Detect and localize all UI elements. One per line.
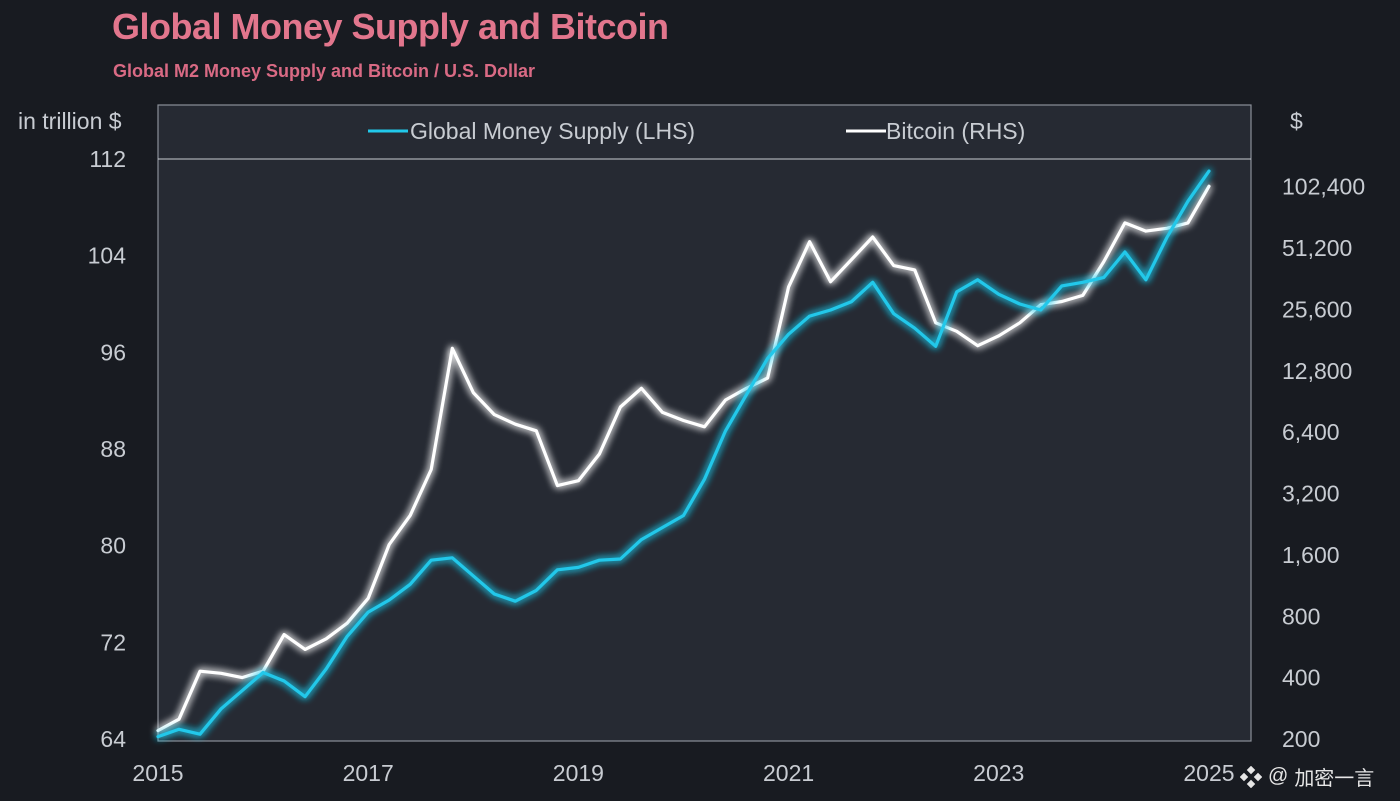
left-axis-label: in trillion $ — [18, 108, 122, 134]
series-layer — [156, 169, 1211, 739]
left-tick-label: 80 — [100, 533, 126, 559]
right-tick-label: 6,400 — [1282, 419, 1340, 445]
left-tick-label: 64 — [100, 726, 126, 752]
right-tick-label: 51,200 — [1282, 235, 1352, 261]
watermark: @ 加密一言 — [1240, 762, 1374, 791]
right-tick-label: 102,400 — [1282, 174, 1365, 200]
diamond-grid-logo-icon — [1240, 765, 1262, 788]
x-tick-label: 2023 — [973, 760, 1024, 786]
right-tick-label: 1,600 — [1282, 542, 1340, 568]
left-tick-label: 104 — [88, 243, 127, 269]
x-tick-label: 2017 — [343, 760, 394, 786]
legend: Global Money Supply (LHS) Bitcoin (RHS) — [368, 118, 1025, 144]
right-tick-label: 25,600 — [1282, 296, 1352, 322]
x-tick-label: 2025 — [1183, 760, 1234, 786]
right-axis-label: $ — [1290, 108, 1303, 134]
x-tick-label: 2019 — [553, 760, 604, 786]
right-axis-ticks: 200 400 800 1,600 3,200 6,400 12,800 25,600 51,2… — [1282, 174, 1365, 752]
watermark-text: 加密一言 — [1294, 768, 1375, 790]
legend-label-bitcoin: Bitcoin (RHS) — [886, 118, 1025, 144]
chart-subtitle: Global M2 Money Supply and Bitcoin / U.S… — [113, 61, 536, 81]
x-tick-label: 2021 — [763, 760, 814, 786]
chart-title: Global Money Supply and Bitcoin — [112, 6, 669, 47]
left-tick-label: 112 — [89, 146, 126, 172]
x-axis-ticks: 2015 2017 2019 2021 2023 2025 — [132, 760, 1234, 786]
x-tick-label: 2015 — [132, 760, 183, 786]
right-tick-label: 200 — [1282, 726, 1320, 752]
left-tick-label: 96 — [100, 339, 126, 365]
left-tick-label: 88 — [100, 436, 126, 462]
legend-label-money-supply: Global Money Supply (LHS) — [410, 118, 695, 144]
right-tick-label: 12,800 — [1282, 358, 1352, 384]
right-tick-label: 3,200 — [1282, 481, 1340, 507]
right-tick-label: 400 — [1282, 665, 1320, 691]
left-axis-ticks: 64 72 80 88 96 104 112 — [88, 146, 127, 752]
left-tick-label: 72 — [100, 629, 126, 655]
watermark-at: @ — [1268, 765, 1289, 787]
plot-area — [157, 104, 1252, 742]
right-tick-label: 800 — [1282, 603, 1320, 629]
